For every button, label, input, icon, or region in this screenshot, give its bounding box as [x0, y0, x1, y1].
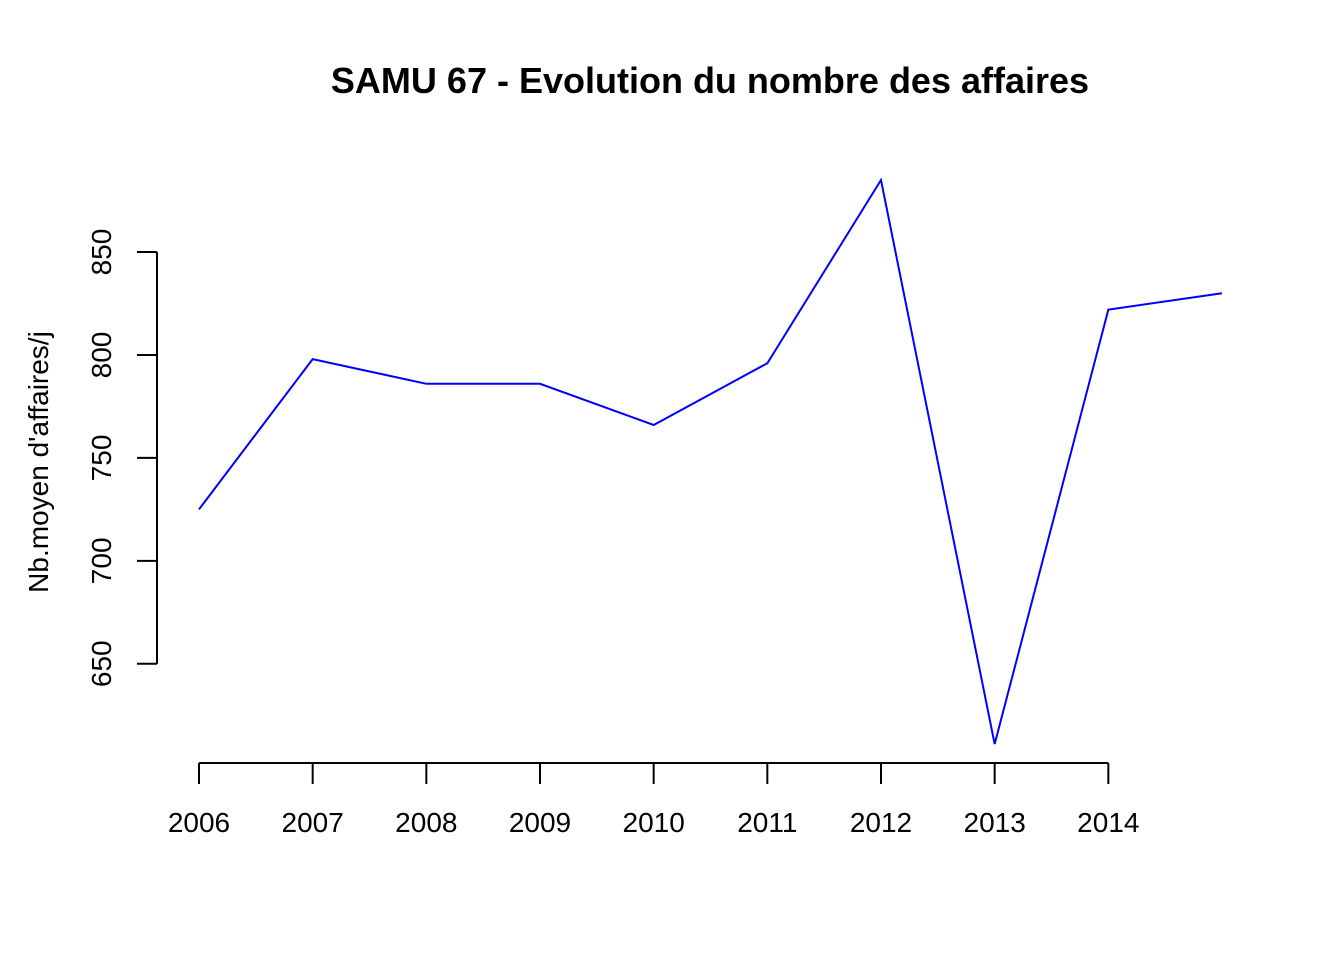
y-tick-label: 800 [86, 332, 117, 379]
series-line [198, 177, 1223, 745]
chart-title: SAMU 67 - Evolution du nombre des affair… [331, 60, 1089, 101]
x-tick-label: 2006 [168, 807, 230, 838]
y-tick-label: 750 [86, 435, 117, 482]
x-tick-label: 2014 [1077, 807, 1139, 838]
x-tick-label: 2010 [623, 807, 685, 838]
x-tick-label: 2009 [509, 807, 571, 838]
series-group [198, 177, 1223, 745]
x-axis: 2006 2007 2008 2009 2010 2011 2012 2013 2014 [168, 762, 1139, 838]
x-tick-label: 2011 [737, 807, 797, 838]
y-axis: 650 700 750 800 850 [86, 229, 158, 687]
y-tick-label: 650 [86, 640, 117, 687]
x-tick-label: 2007 [282, 807, 344, 838]
x-tick-label: 2008 [395, 807, 457, 838]
x-tick-label: 2012 [850, 807, 912, 838]
y-axis-label: Nb.moyen d'affaires/j [23, 331, 54, 593]
x-tick-label: 2013 [964, 807, 1026, 838]
y-tick-label: 850 [86, 229, 117, 276]
y-tick-label: 700 [86, 537, 117, 584]
